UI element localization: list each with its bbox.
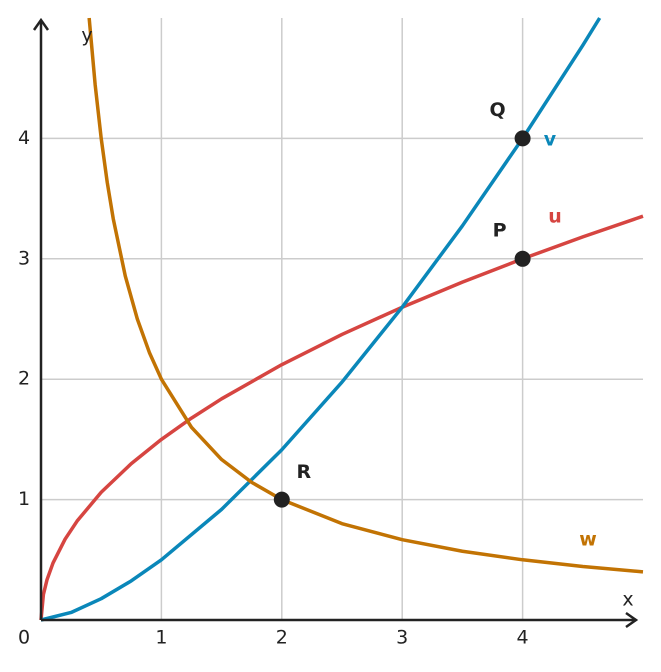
x-tick-label: 3: [396, 627, 408, 649]
curve-label: v: [544, 129, 557, 151]
y-tick-label: 3: [18, 247, 30, 269]
point: [273, 491, 290, 508]
point-label: P: [493, 219, 507, 241]
curve-label: u: [548, 206, 562, 228]
y-axis-label: y: [81, 25, 92, 47]
y-axis-arrow: [32, 17, 50, 31]
curves: [39, 17, 644, 622]
curve-label: w: [579, 529, 597, 551]
points: Q P R: [273, 99, 531, 508]
x-tick-label: 2: [276, 627, 288, 649]
point-label: Q: [490, 99, 506, 121]
x-axis-label: x: [622, 589, 633, 611]
curve: [87, 17, 644, 574]
y-tick-label: 1: [18, 488, 30, 510]
x-tick-label: 0: [18, 627, 30, 649]
y-tick-label: 4: [18, 127, 30, 149]
point: [514, 250, 531, 267]
point-label: R: [296, 461, 311, 483]
y-tick-label: 2: [18, 368, 30, 390]
point: [514, 130, 531, 147]
grid: [41, 18, 643, 620]
x-axis-arrow: [625, 611, 639, 629]
x-tick-label: 1: [155, 627, 167, 649]
curve: [40, 17, 602, 622]
curve: [39, 214, 644, 621]
x-tick-label: 4: [517, 627, 529, 649]
